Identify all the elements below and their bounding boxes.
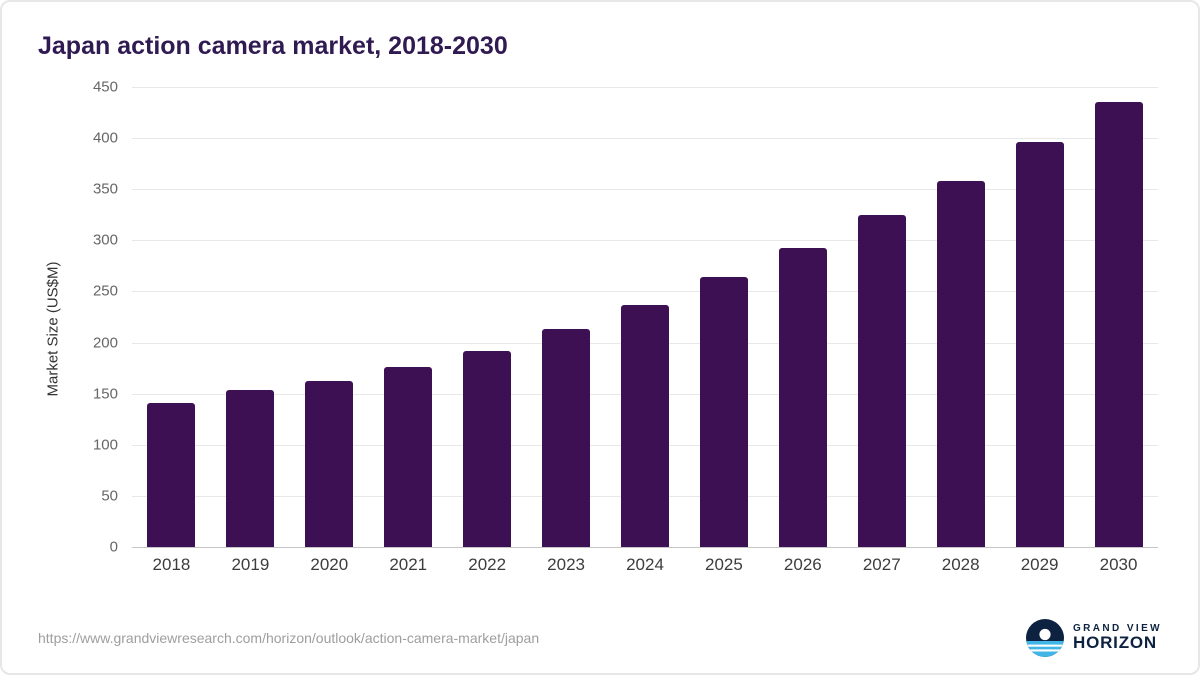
y-tick-label: 450: [92, 78, 118, 96]
bar-2027[interactable]: [857, 214, 906, 547]
bar-2022[interactable]: [463, 350, 512, 547]
footer: https://www.grandviewresearch.com/horizo…: [38, 611, 1162, 657]
brand-logo: GRAND VIEW HORIZON: [1026, 619, 1162, 657]
y-axis-title: Market Size (US$M): [38, 87, 68, 611]
plot-column: 0 50 100 150 200 250 300 350 400 450 2018 2019 2020…: [68, 79, 1162, 611]
gridline: [132, 138, 1158, 140]
bar-slot: [921, 87, 1000, 547]
bar-2030[interactable]: [1094, 102, 1143, 547]
bar-slot: [842, 87, 921, 547]
bar-2023[interactable]: [542, 329, 591, 547]
bar-slot: [1000, 87, 1079, 547]
gridline: [132, 240, 1158, 242]
bar-2028[interactable]: [936, 181, 985, 547]
x-tick-label: 2018: [152, 555, 191, 574]
y-tick-label: 350: [92, 180, 118, 198]
bar-2019[interactable]: [226, 389, 275, 547]
brand-line-grand-view: GRAND VIEW: [1073, 623, 1162, 635]
y-tick-label: 400: [92, 129, 118, 147]
y-tick-label: 200: [92, 334, 118, 352]
x-tick-label: 2023: [547, 555, 585, 574]
y-axis-title-text: Market Size (US$M): [44, 261, 62, 397]
y-tick-label: 150: [92, 385, 118, 403]
bar-slot: [369, 87, 448, 547]
y-tick-label: 100: [92, 436, 118, 454]
x-axis-baseline: [132, 547, 1158, 548]
chart-title: Japan action camera market, 2018-2030: [38, 32, 508, 60]
bar-slot: [290, 87, 369, 547]
horizon-logo-icon: [1026, 619, 1064, 657]
bar-2029[interactable]: [1015, 142, 1064, 547]
bar-slot: [763, 87, 842, 547]
gridline: [132, 189, 1158, 191]
bars-container: [132, 87, 1158, 547]
bar-slot: [1079, 87, 1158, 547]
bar-2026[interactable]: [778, 247, 827, 547]
x-tick-label: 2025: [705, 555, 743, 574]
bar-slot: [132, 87, 211, 547]
x-tick-label: 2026: [783, 555, 822, 574]
bar-slot: [606, 87, 685, 547]
bar-slot: [211, 87, 290, 547]
bar-2021[interactable]: [384, 367, 433, 547]
x-tick-label: 2029: [1020, 555, 1059, 574]
y-tick-label: 250: [92, 282, 118, 300]
y-tick-label: 0: [109, 538, 118, 556]
x-tick-label: 2020: [310, 555, 349, 574]
x-tick-label: 2021: [389, 555, 428, 574]
y-tick-label: 300: [92, 231, 118, 249]
x-tick-label: 2024: [626, 555, 664, 574]
chart-area: Market Size (US$M) 0 50 100 150 200 250 300 350…: [38, 79, 1162, 611]
gridline: [132, 87, 1158, 88]
bar-slot: [527, 87, 606, 547]
brand-line-horizon: HORIZON: [1073, 633, 1157, 653]
x-tick-label: 2028: [941, 555, 980, 574]
x-tick-label: 2019: [231, 555, 270, 574]
bar-2018[interactable]: [147, 402, 196, 547]
source-url: https://www.grandviewresearch.com/horizo…: [38, 630, 540, 646]
bar-slot: [684, 87, 763, 547]
brand-text: GRAND VIEW HORIZON: [1073, 623, 1162, 653]
x-tick-label: 2030: [1099, 555, 1138, 574]
bar-2024[interactable]: [620, 304, 669, 547]
bar-2025[interactable]: [699, 277, 748, 547]
y-tick-label: 50: [101, 487, 118, 505]
x-axis-labels: 2018 2019 2020 2021 2022 2023 2024 2025 2026 2027…: [68, 547, 1162, 583]
bar-slot: [448, 87, 527, 547]
x-tick-label: 2022: [468, 555, 507, 574]
plot-area: 0 50 100 150 200 250 300 350 400 450: [68, 79, 1162, 556]
gridline: [132, 291, 1158, 293]
x-tick-label: 2027: [862, 555, 901, 574]
bar-2020[interactable]: [305, 381, 354, 547]
